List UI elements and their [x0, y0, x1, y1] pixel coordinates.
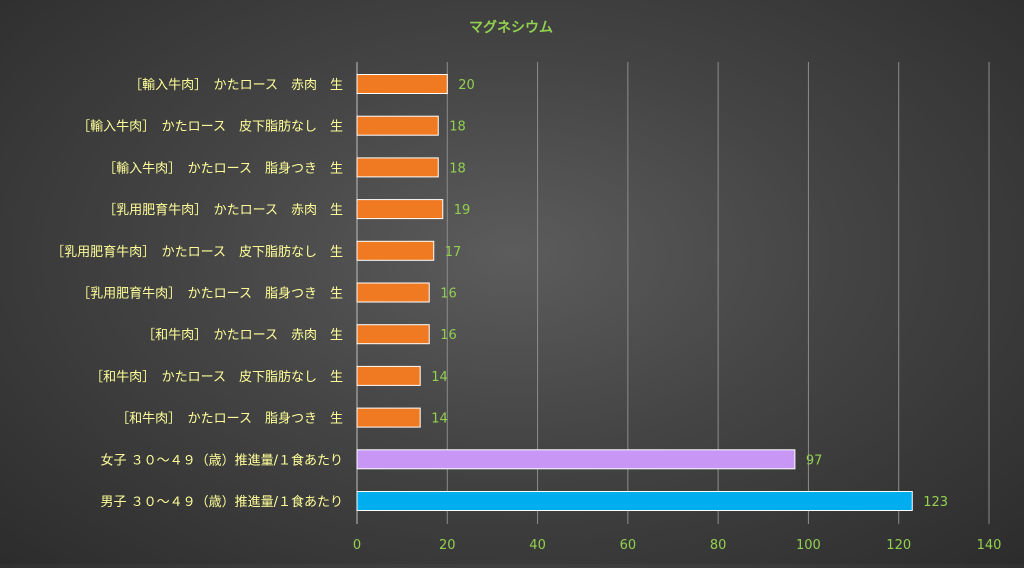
data-label: 14 — [431, 412, 448, 427]
bar — [356, 199, 444, 220]
x-tick-label: 40 — [529, 538, 546, 553]
category-label: ［輸入牛肉］ かたロース 皮下脂肪なし 生 — [77, 119, 343, 135]
x-tick-label: 60 — [620, 538, 637, 553]
bar — [356, 282, 430, 303]
bar — [356, 407, 421, 428]
bar — [356, 115, 439, 136]
data-label: 123 — [923, 495, 948, 510]
bar — [356, 449, 796, 470]
x-tick-label: 80 — [710, 538, 727, 553]
data-label: 20 — [458, 78, 475, 93]
x-tick-label: 0 — [353, 538, 361, 553]
bar — [356, 365, 421, 386]
category-label: 男子 ３０～４９（歳）推進量/１食あたり — [100, 494, 343, 510]
x-tick-label: 20 — [439, 538, 456, 553]
bar — [356, 74, 448, 94]
labels: 0 20 40 60 80 100 120 140 ［輸入牛肉］ かたロース 赤肉 生 20 ［輸入… — [51, 78, 1001, 553]
data-label: 18 — [449, 120, 466, 135]
bar — [356, 240, 435, 261]
category-label: ［乳用肥育牛肉］ かたロース 脂身つき 生 — [77, 286, 343, 302]
category-label: ［乳用肥育牛肉］ かたロース 赤肉 生 — [103, 202, 343, 218]
category-label: ［和牛肉］ かたロース 皮下脂肪なし 生 — [90, 369, 343, 385]
category-label: 女子 ３０～４９（歳）推進量/１食あたり — [100, 452, 343, 468]
data-label: 97 — [806, 453, 823, 468]
bar — [356, 491, 913, 511]
bar — [356, 157, 439, 178]
category-label: ［輸入牛肉］ かたロース 赤肉 生 — [129, 78, 343, 93]
chart-title: マグネシウム — [469, 19, 553, 36]
gridlines — [356, 62, 990, 524]
category-label: ［和牛肉］ かたロース 脂身つき 生 — [116, 411, 343, 427]
data-label: 16 — [440, 328, 457, 343]
x-tick-label: 140 — [977, 538, 1002, 553]
data-label: 18 — [449, 161, 466, 176]
category-label: ［和牛肉］ かたロース 赤肉 生 — [142, 328, 343, 343]
category-label: ［輸入牛肉］ かたロース 脂身つき 生 — [103, 160, 343, 176]
bar — [356, 324, 430, 345]
x-tick-label: 120 — [886, 538, 911, 553]
data-label: 14 — [431, 370, 448, 385]
bars — [356, 74, 913, 511]
x-tick-label: 100 — [796, 538, 821, 553]
data-label: 16 — [440, 287, 457, 302]
data-label: 19 — [454, 203, 471, 218]
category-label: ［乳用肥育牛肉］ かたロース 皮下脂肪なし 生 — [51, 244, 343, 260]
data-label: 17 — [445, 245, 462, 260]
